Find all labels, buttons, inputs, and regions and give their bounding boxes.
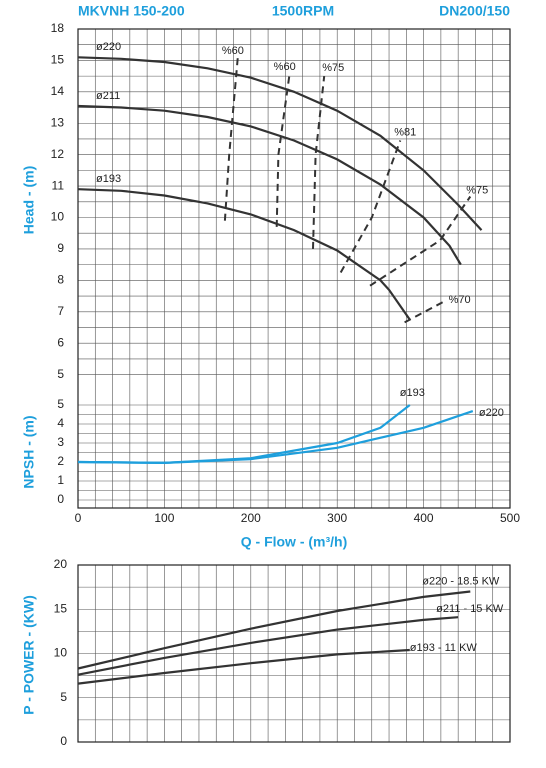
series-line — [77, 590, 471, 670]
series-line — [77, 410, 474, 465]
plot-frame — [77, 564, 511, 743]
chart-title-right: DN200/150 — [439, 3, 510, 19]
series-line — [369, 195, 472, 287]
series-line — [77, 104, 462, 266]
series-label: %75 — [466, 184, 488, 196]
y-tick-label: 8 — [57, 273, 64, 287]
chart-title: MKVNH 150-200 — [78, 3, 185, 19]
y-tick-label: 9 — [57, 241, 64, 255]
y-tick-label: 4 — [57, 416, 64, 430]
x-axis-label: Q - Flow - (m³/h) — [241, 534, 348, 550]
x-tick-label: 200 — [241, 511, 261, 525]
y-tick-label: 5 — [60, 690, 67, 704]
series-label: ø220 - 18.5 KW — [422, 575, 500, 587]
series-label: ø193 - 11 KW — [410, 642, 478, 654]
y-axis-label: NPSH - (m) — [21, 415, 37, 488]
y-tick-label: 20 — [54, 557, 68, 571]
series-line — [339, 140, 402, 273]
x-tick-label: 400 — [414, 511, 434, 525]
series-line — [77, 56, 483, 231]
y-tick-label: 5 — [57, 367, 64, 381]
y-tick-label: 18 — [51, 21, 65, 35]
y-tick-label: 2 — [57, 454, 64, 468]
series-label: ø211 — [96, 90, 120, 102]
x-tick-label: 100 — [154, 511, 174, 525]
series-label: ø211 - 15 KW — [436, 603, 504, 615]
series-line — [77, 188, 411, 321]
series-label: %60 — [222, 45, 244, 57]
x-tick-label: 500 — [500, 511, 520, 525]
y-axis-label: P - POWER - (KW) — [21, 595, 37, 715]
series-label: ø193 — [400, 387, 425, 399]
y-tick-label: 11 — [52, 178, 65, 192]
series-label: %70 — [449, 294, 471, 306]
y-tick-label: 3 — [57, 435, 64, 449]
chart-subtitle: 1500RPM — [272, 3, 334, 19]
series-line — [77, 648, 410, 685]
y-tick-label: 10 — [54, 646, 68, 660]
series-label: %60 — [274, 61, 296, 73]
plot-frame — [77, 28, 511, 509]
y-tick-label: 1 — [57, 473, 64, 487]
series-line — [312, 75, 326, 249]
series-label: %75 — [322, 62, 344, 74]
series-label: %81 — [394, 126, 416, 138]
y-tick-label: 10 — [51, 210, 65, 224]
y-tick-label: 6 — [57, 335, 64, 349]
y-tick-label: 7 — [57, 304, 64, 318]
y-axis-label: Head - (m) — [21, 166, 37, 234]
series-label: ø193 — [96, 173, 121, 185]
y-tick-label: 12 — [51, 147, 65, 161]
series-label: ø220 — [96, 41, 121, 53]
x-tick-label: 0 — [75, 511, 82, 525]
series-line — [275, 72, 291, 227]
series-line — [77, 404, 411, 465]
y-tick-label: 15 — [51, 53, 65, 67]
y-tick-label: 15 — [54, 601, 68, 615]
series-label: ø220 — [479, 407, 504, 419]
series-line — [77, 616, 459, 676]
y-tick-label: 14 — [51, 84, 65, 98]
y-tick-label: 0 — [60, 734, 67, 748]
series-line — [223, 57, 239, 221]
y-tick-label: 0 — [57, 492, 64, 506]
y-tick-label: 5 — [57, 397, 64, 411]
x-tick-label: 300 — [327, 511, 347, 525]
y-tick-label: 13 — [51, 115, 65, 129]
